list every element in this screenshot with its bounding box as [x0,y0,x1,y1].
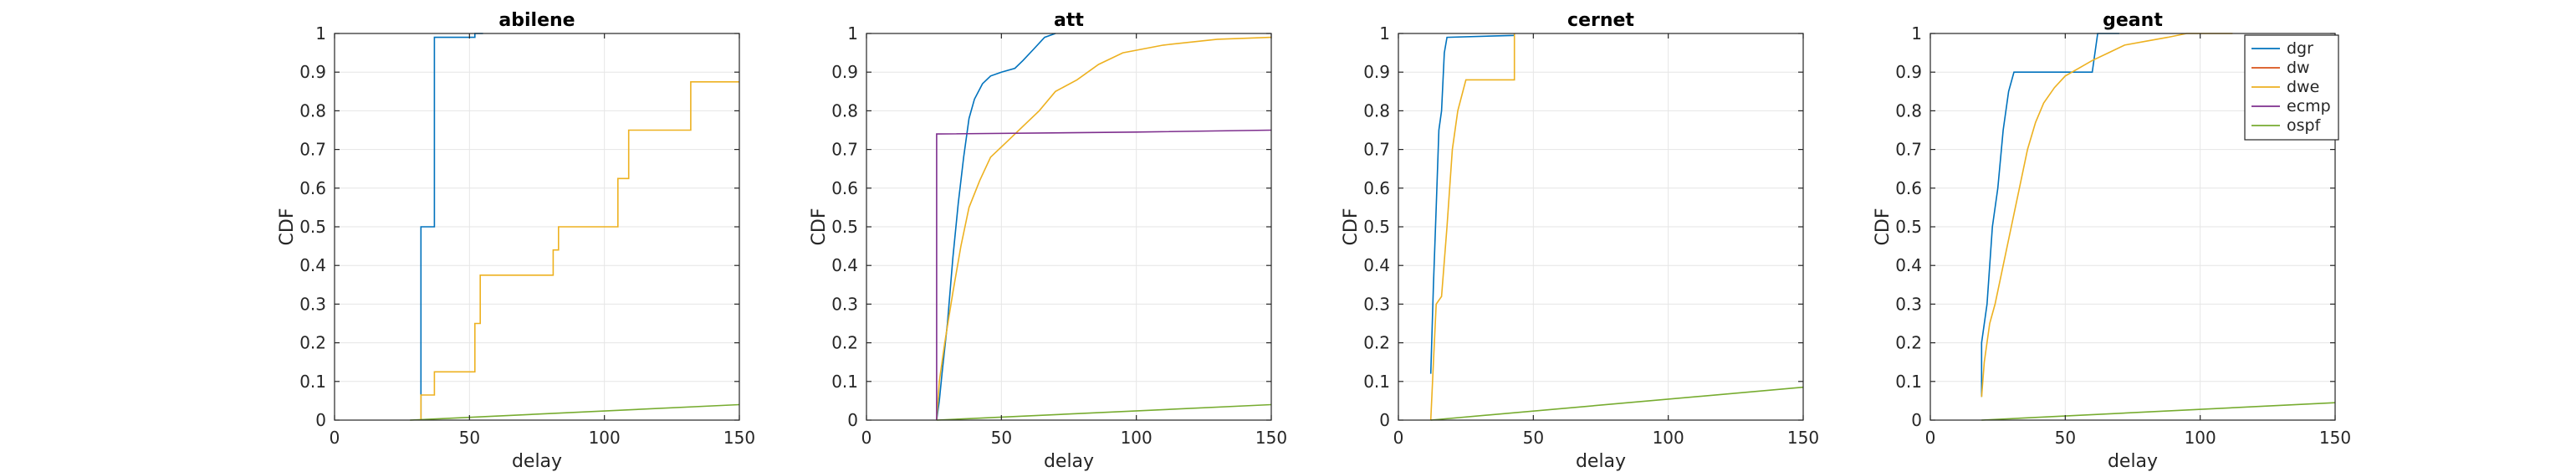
x-tick-label: 0 [861,428,872,448]
y-tick-label: 0.7 [299,140,326,160]
y-tick-label: 0.3 [831,294,858,314]
x-axis-label: delay [2108,451,2158,472]
x-tick-label: 150 [2319,428,2351,448]
y-tick-label: 0 [847,410,858,430]
subplot-abilene: 0 50 100 150 0 0.1 0.2 0.3 0.4 0.5 0.6 0.7 0.8 0.9 1 ab… [277,10,755,472]
y-tick-label: 0.4 [299,255,326,275]
legend-label-ospf: ospf [2287,116,2322,135]
y-tick-label: 0.2 [831,333,858,353]
y-tick-label: 0.5 [1895,217,1922,237]
y-tick-label: 0.4 [1895,255,1922,275]
y-tick-label: 0.8 [1363,100,1390,121]
y-tick-label: 0.3 [299,294,326,314]
y-tick-label: 0.6 [299,178,326,198]
subplot-title: cernet [1567,10,1634,31]
x-tick-label: 150 [1787,428,1819,448]
y-tick-label: 1 [847,23,858,44]
series-dwe-line [1981,33,2233,398]
y-tick-label: 0 [1379,410,1390,430]
x-axis-label: delay [1576,451,1626,472]
series-dwe-line [936,36,1272,421]
y-tick-label: 0.5 [1363,217,1390,237]
y-axis-label: CDF [1873,208,1894,246]
x-tick-label: 100 [1653,428,1684,448]
x-tick-label: 0 [330,428,340,448]
y-tick-label: 0.8 [299,100,326,121]
y-tick-label: 0.9 [1363,62,1390,82]
x-tick-label: 50 [1523,428,1544,448]
y-axis-label: CDF [277,208,298,246]
series-ospf-line [936,403,1272,421]
y-tick-label: 0.5 [299,217,326,237]
series-ospf-line [410,403,740,421]
y-tick-label: 0.3 [1895,294,1922,314]
y-tick-label: 1 [315,23,326,44]
y-tick-label: 0.2 [1363,333,1390,353]
subplot-title: att [1054,10,1084,31]
y-tick-label: 0.3 [1363,294,1390,314]
x-tick-label: 0 [1925,428,1936,448]
x-tick-label: 50 [991,428,1012,448]
y-tick-label: 0.6 [1363,178,1390,198]
y-tick-label: 0.1 [1895,372,1922,392]
y-tick-label: 0.6 [1895,178,1922,198]
subplot-cernet: 0 50 100 150 0 0.1 0.2 0.3 0.4 0.5 0.6 0.7 0.8 0.9 1 ce… [1341,10,1819,472]
legend-label-dwe: dwe [2287,78,2319,96]
series-dwe-line [420,81,739,420]
y-axis-label: CDF [1341,208,1362,246]
series-ospf-line [1430,386,1804,421]
y-tick-label: 0.1 [299,372,326,392]
x-axis-label: delay [512,451,562,472]
y-tick-label: 0.5 [831,217,858,237]
legend-label-dw: dw [2287,59,2310,77]
x-tick-label: 0 [1393,428,1404,448]
series-ospf-line [1981,402,2336,421]
panels: 0 50 100 15000.10.20.30.40.50.60.70.80.91ab… [277,10,2351,472]
y-tick-label: 0 [315,410,326,430]
y-tick-label: 0.8 [831,100,858,121]
x-tick-label: 50 [2055,428,2076,448]
y-tick-label: 0.7 [831,140,858,160]
y-axis-label: CDF [809,208,830,246]
x-tick-label: 150 [723,428,755,448]
y-tick-label: 0.4 [1363,255,1390,275]
y-tick-label: 0.9 [831,62,858,82]
legend-label-ecmp: ecmp [2287,97,2331,115]
x-tick-label: 100 [2185,428,2216,448]
subplot-att: 0 50 100 150 0 0.1 0.2 0.3 0.4 0.5 0.6 0.7 0.8 0.9 1 at… [809,10,1287,472]
y-tick-label: 0 [1911,410,1922,430]
x-tick-label: 100 [589,428,621,448]
legend-label-dgr: dgr [2287,39,2313,58]
y-tick-label: 0.6 [831,178,858,198]
y-tick-label: 0.1 [831,372,858,392]
y-tick-label: 0.1 [1363,372,1390,392]
series-ecmp-line [936,129,1272,420]
y-tick-label: 0.2 [299,333,326,353]
y-tick-label: 0.8 [1895,100,1922,121]
y-tick-label: 1 [1379,23,1390,44]
x-tick-label: 150 [1255,428,1287,448]
y-tick-label: 0.9 [1895,62,1922,82]
subplot-title: geant [2103,10,2163,31]
subplot-title: abilene [498,10,575,31]
series-dgr-line [1429,33,1515,374]
y-tick-label: 1 [1911,23,1922,44]
y-tick-label: 0.7 [1363,140,1390,160]
y-tick-label: 0.4 [831,255,858,275]
x-tick-label: 50 [459,428,480,448]
x-axis-label: delay [1044,451,1094,472]
series-dwe-line [1429,33,1515,421]
y-tick-label: 0.2 [1895,333,1922,353]
y-tick-label: 0.7 [1895,140,1922,160]
x-tick-label: 100 [1121,428,1153,448]
y-tick-label: 0.9 [299,62,326,82]
